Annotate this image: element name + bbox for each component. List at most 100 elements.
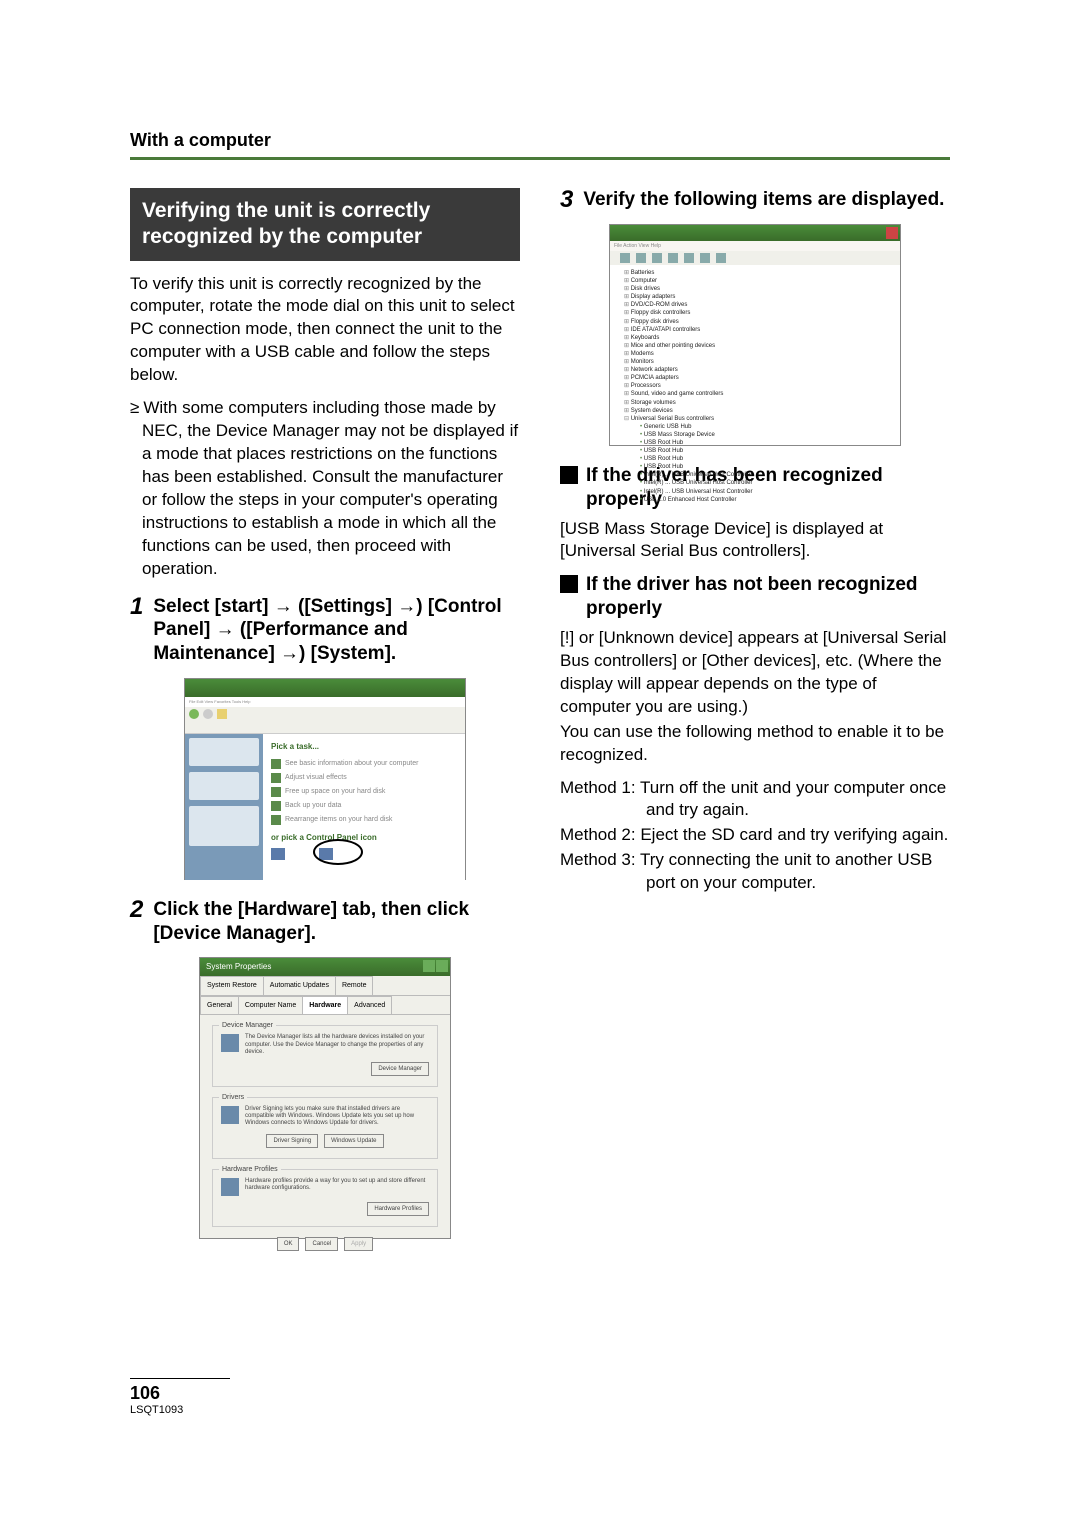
step-1: 1 Select [start] → ([Settings] →) [Contr…: [130, 595, 520, 666]
up-icon: [217, 709, 227, 719]
tree-leaf: USB Root Hub: [616, 447, 894, 455]
close-icon: [436, 960, 448, 972]
step-text: Click the [Hardware] tab, then click [De…: [153, 898, 520, 946]
column-right: 3 Verify the following items are display…: [560, 188, 950, 1257]
cp-main: Pick a task... See basic information abo…: [263, 734, 465, 880]
step-number: 3: [560, 188, 573, 212]
group-text: The Device Manager lists all the hardwar…: [245, 1034, 429, 1056]
task-label: Free up space on your hard disk: [285, 787, 385, 796]
sidebar-panel: [189, 772, 259, 800]
forward-icon: [203, 709, 213, 719]
step-text: Verify the following items are displayed…: [583, 188, 944, 212]
menu-bar: File Action View Help: [610, 241, 900, 251]
task-icon: [271, 773, 281, 783]
subheading-text: If the driver has not been recognized pr…: [586, 573, 950, 621]
note-paragraph: With some computers including those made…: [130, 397, 520, 581]
tree-leaf: Intel(R) ... USB Universal Host Controll…: [616, 488, 894, 496]
tab-advanced: Advanced: [347, 996, 392, 1014]
pick-icon-heading: or pick a Control Panel icon: [271, 833, 457, 844]
task-label: Back up your data: [285, 801, 341, 810]
tab-general: General: [200, 996, 239, 1014]
screenshot-control-panel: File Edit View Favorites Tools Help: [184, 678, 466, 880]
tree-node: Modems: [616, 350, 894, 358]
tree-leaf: USB Root Hub: [616, 455, 894, 463]
task-icon: [271, 801, 281, 811]
window-title-text: System Properties: [206, 962, 271, 971]
task-item: Free up space on your hard disk: [271, 787, 457, 797]
tree-node: Network adapters: [616, 366, 894, 374]
window-title-bar: System Properties: [200, 958, 450, 976]
task-item: Back up your data: [271, 801, 457, 811]
tree-node: Computer: [616, 277, 894, 285]
footer: 106 LSQT1093: [130, 1378, 230, 1416]
group-title: Drivers: [219, 1093, 247, 1102]
tab-hardware: Hardware: [302, 996, 348, 1014]
page-number: 106: [130, 1383, 230, 1404]
section-crumb: With a computer: [130, 130, 950, 151]
page: With a computer Verifying the unit is co…: [0, 0, 1080, 1526]
device-manager-button: Device Manager: [371, 1062, 429, 1076]
tree-leaf: USB Root Hub: [616, 463, 894, 471]
hardware-profiles-button: Hardware Profiles: [367, 1202, 429, 1216]
highlight-oval: [313, 839, 363, 865]
window-title-bar: [610, 225, 900, 241]
doc-code: LSQT1093: [130, 1404, 230, 1416]
tree-node-open: Universal Serial Bus controllers: [616, 415, 894, 423]
method-1: Method 1: Turn off the unit and your com…: [560, 777, 950, 823]
tab-automatic-updates: Automatic Updates: [263, 976, 336, 994]
tree-node: IDE ATA/ATAPI controllers: [616, 326, 894, 334]
tree-node: Monitors: [616, 358, 894, 366]
page-inner: With a computer Verifying the unit is co…: [0, 0, 1080, 1257]
tabs-row2: General Computer Name Hardware Advanced: [200, 996, 450, 1015]
task-label: See basic information about your compute…: [285, 759, 418, 768]
step-2: 2 Click the [Hardware] tab, then click […: [130, 898, 520, 946]
panel: Device Manager The Device Manager lists …: [200, 1015, 450, 1261]
sidebar-panel: [189, 738, 259, 766]
method-2: Method 2: Eject the SD card and try veri…: [560, 824, 950, 847]
topic-box: Verifying the unit is correctly recogniz…: [130, 188, 520, 261]
group-device-manager: Device Manager The Device Manager lists …: [212, 1025, 438, 1087]
back-icon: [189, 709, 199, 719]
tree-node: Floppy disk controllers: [616, 309, 894, 317]
tree-node: System devices: [616, 407, 894, 415]
tab-system-restore: System Restore: [200, 976, 264, 994]
toolbar-icon: [684, 253, 694, 263]
task-icon: [271, 759, 281, 769]
task-icon: [271, 787, 281, 797]
square-icon: [560, 466, 578, 484]
tree-leaf: USB Root Hub: [616, 439, 894, 447]
address-bar: [185, 721, 465, 734]
square-icon: [560, 575, 578, 593]
window-title-bar: [185, 679, 465, 697]
intro-paragraph: To verify this unit is correctly recogni…: [130, 273, 520, 388]
device-manager-icon: [221, 1034, 239, 1052]
task-icon: [271, 815, 281, 825]
divider: [130, 157, 950, 160]
screenshot-device-manager: File Action View Help BatteriesComputerD…: [609, 224, 901, 446]
subheading-not-recognized: If the driver has not been recognized pr…: [560, 573, 950, 621]
tree-node: Keyboards: [616, 334, 894, 342]
task-item: See basic information about your compute…: [271, 759, 457, 769]
task-item: Adjust visual effects: [271, 773, 457, 783]
tab-remote: Remote: [335, 976, 374, 994]
menu-bar: File Edit View Favorites Tools Help: [185, 697, 465, 707]
toolbar-icon: [700, 253, 710, 263]
tree-node: Display adapters: [616, 293, 894, 301]
tab-computer-name: Computer Name: [238, 996, 303, 1014]
group-hardware-profiles: Hardware Profiles Hardware profiles prov…: [212, 1169, 438, 1227]
tree-node: Mice and other pointing devices: [616, 342, 894, 350]
tree-node: Floppy disk drives: [616, 318, 894, 326]
tree-leaf: Intel(R) ... USB Universal Host Controll…: [616, 471, 894, 479]
ok-button: OK: [277, 1237, 300, 1251]
task-label: Rearrange items on your hard disk: [285, 815, 392, 824]
step-3: 3 Verify the following items are display…: [560, 188, 950, 212]
group-title: Hardware Profiles: [219, 1165, 281, 1174]
step-text: Select [start] → ([Settings] →) [Control…: [153, 595, 520, 666]
tree-leaf: Intel(R) ... USB Universal Host Controll…: [616, 479, 894, 487]
toolbar-icon: [716, 253, 726, 263]
toolbar-icon: [620, 253, 630, 263]
method-3: Method 3: Try connecting the unit to ano…: [560, 849, 950, 895]
tree-node: Disk drives: [616, 285, 894, 293]
group-title: Device Manager: [219, 1021, 276, 1030]
device-tree: BatteriesComputerDisk drivesDisplay adap…: [610, 265, 900, 508]
